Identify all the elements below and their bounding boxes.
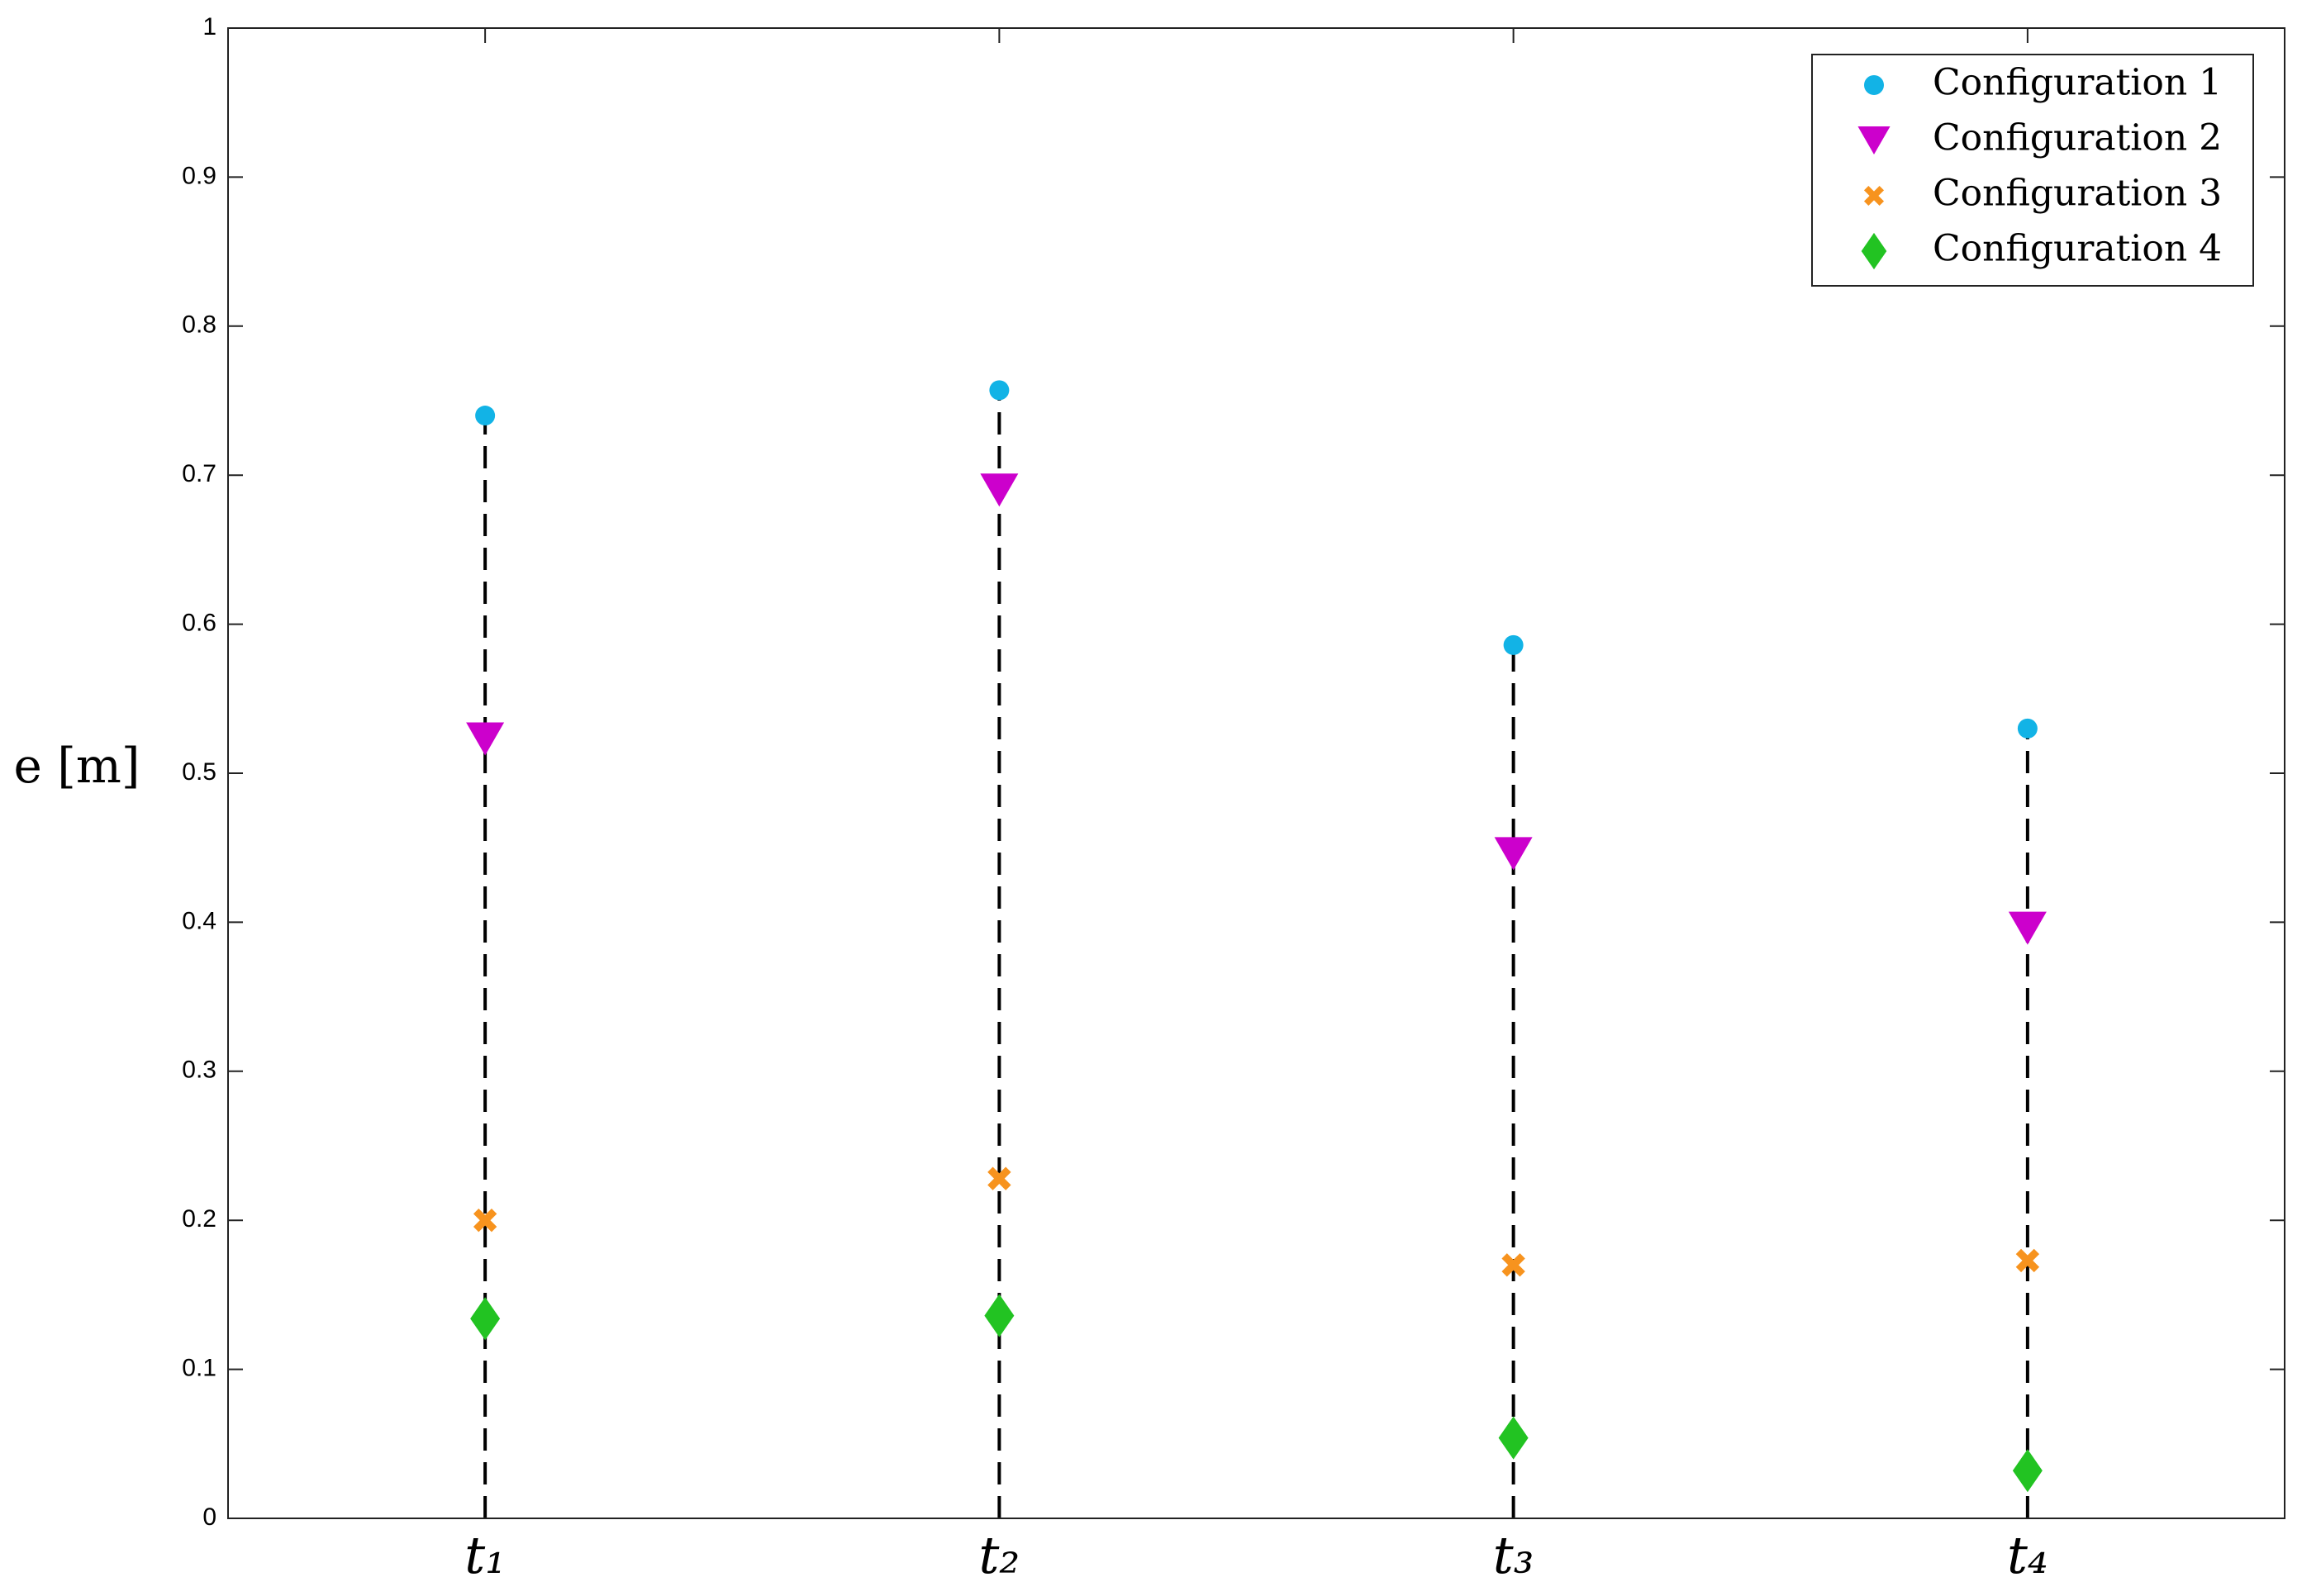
y-tick-label: 0.6	[182, 610, 216, 637]
y-tick-label: 0.1	[182, 1355, 216, 1382]
legend-label: Configuration 3	[1933, 173, 2222, 215]
marker	[987, 1166, 1011, 1190]
marker	[1864, 75, 1884, 95]
marker	[466, 722, 505, 756]
marker	[989, 380, 1010, 401]
marker	[470, 1297, 501, 1341]
x-tick-label: t₁	[464, 1525, 506, 1585]
y-tick-label: 1	[202, 13, 216, 40]
y-tick-label: 0	[202, 1503, 216, 1531]
y-tick-label: 0.2	[182, 1205, 216, 1233]
marker	[473, 1209, 497, 1233]
marker	[2017, 718, 2038, 739]
marker	[1501, 1253, 1525, 1277]
marker	[1494, 837, 1533, 871]
x-tick-label: t₄	[2007, 1525, 2048, 1585]
legend-label: Configuration 1	[1933, 62, 2222, 104]
y-axis-label: e [m]	[13, 738, 140, 794]
marker	[1498, 1416, 1529, 1460]
marker	[1503, 634, 1524, 655]
marker	[2012, 1449, 2043, 1493]
y-tick-label: 0.8	[182, 311, 216, 339]
marker	[984, 1294, 1015, 1337]
y-tick-label: 0.3	[182, 1057, 216, 1084]
legend-label: Configuration 4	[1933, 228, 2222, 270]
marker	[1861, 232, 1887, 270]
marker	[2008, 911, 2047, 945]
marker	[1857, 126, 1891, 154]
legend-label: Configuration 2	[1933, 117, 2222, 159]
marker	[1863, 185, 1885, 207]
marker	[980, 473, 1019, 507]
x-tick-label: t₃	[1493, 1525, 1534, 1585]
marker	[2015, 1248, 2040, 1273]
y-tick-label: 0.9	[182, 162, 216, 189]
marker	[475, 406, 496, 426]
y-tick-label: 0.5	[182, 758, 216, 786]
y-tick-label: 0.4	[182, 907, 216, 934]
plot-frame	[227, 27, 2285, 1519]
y-tick-label: 0.7	[182, 460, 216, 487]
x-tick-label: t₂	[978, 1525, 1020, 1585]
legend-box	[1811, 54, 2254, 287]
